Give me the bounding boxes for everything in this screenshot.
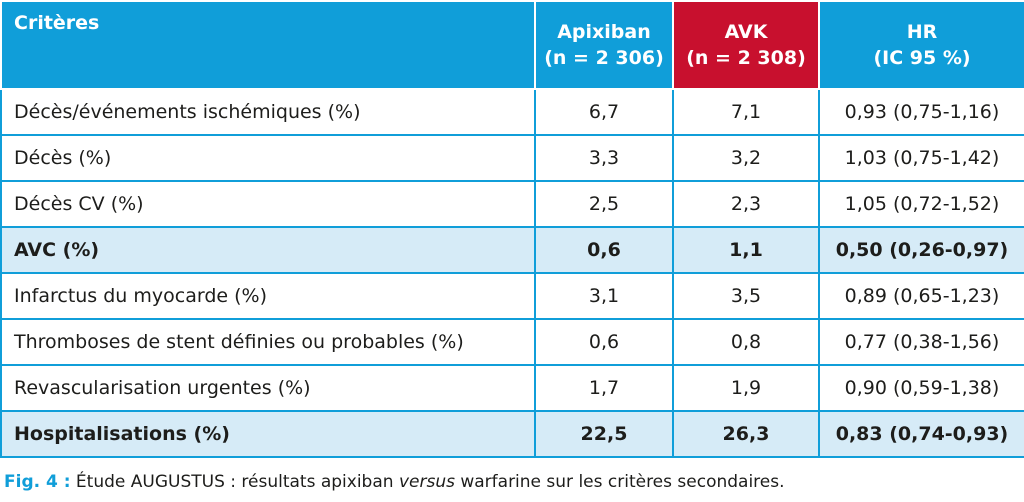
- header-criteria: Critères: [0, 0, 536, 90]
- table-row: Infarctus du myocarde (%) 3,1 3,5 0,89 (0,6…: [0, 272, 1024, 320]
- header-hr: HR (IC 95 %): [818, 0, 1024, 90]
- table-header: Critères Apixiban (n = 2 306) AVK (n = 2…: [0, 0, 1024, 90]
- row-criterion: Décès/événements ischémiques (%): [0, 88, 536, 136]
- figure-caption: Fig. 4 : Étude AUGUSTUS : résultats apix…: [4, 470, 785, 494]
- results-table-container: Critères Apixiban (n = 2 306) AVK (n = 2…: [0, 0, 1024, 458]
- header-apixiban-count: (n = 2 306): [544, 47, 664, 69]
- table-row: Thromboses de stent définies ou probable…: [0, 318, 1024, 366]
- caption-text-after: warfarine sur les critères secondaires.: [454, 472, 785, 492]
- table-body: Décès/événements ischémiques (%) 6,7 7,1 0,…: [0, 88, 1024, 458]
- row-hr-value: 0,89 (0,65-1,23): [818, 272, 1024, 320]
- row-apixiban-value: 2,5: [534, 180, 674, 228]
- row-apixiban-value: 3,3: [534, 134, 674, 182]
- row-apixiban-value: 6,7: [534, 88, 674, 136]
- row-avk-value: 7,1: [672, 88, 820, 136]
- row-hr-value: 1,05 (0,72-1,52): [818, 180, 1024, 228]
- caption-italic: versus: [398, 472, 455, 492]
- header-avk-name: AVK: [724, 21, 768, 43]
- header-apixiban: Apixiban (n = 2 306): [534, 0, 674, 90]
- row-apixiban-value: 0,6: [534, 226, 674, 274]
- row-avk-value: 1,9: [672, 364, 820, 412]
- table-row: Décès CV (%) 2,5 2,3 1,05 (0,72-1,52): [0, 180, 1024, 228]
- row-criterion: Revascularisation urgentes (%): [0, 364, 536, 412]
- row-hr-value: 0,90 (0,59-1,38): [818, 364, 1024, 412]
- row-hr-value: 0,50 (0,26-0,97): [818, 226, 1024, 274]
- row-apixiban-value: 1,7: [534, 364, 674, 412]
- table-row: Revascularisation urgentes (%) 1,7 1,9 0,90…: [0, 364, 1024, 412]
- row-criterion: Infarctus du myocarde (%): [0, 272, 536, 320]
- row-avk-value: 2,3: [672, 180, 820, 228]
- row-apixiban-value: 3,1: [534, 272, 674, 320]
- results-table: Critères Apixiban (n = 2 306) AVK (n = 2…: [0, 0, 1024, 458]
- row-criterion: Hospitalisations (%): [0, 410, 536, 458]
- row-hr-value: 0,77 (0,38-1,56): [818, 318, 1024, 366]
- table-row: Décès/événements ischémiques (%) 6,7 7,1 0,…: [0, 88, 1024, 136]
- header-avk-count: (n = 2 308): [686, 47, 806, 69]
- row-hr-value: 0,83 (0,74-0,93): [818, 410, 1024, 458]
- header-criteria-label: Critères: [14, 12, 100, 34]
- header-avk: AVK (n = 2 308): [672, 0, 820, 90]
- table-row: Hospitalisations (%) 22,5 26,3 0,83 (0,74-0…: [0, 410, 1024, 458]
- row-avk-value: 1,1: [672, 226, 820, 274]
- header-apixiban-name: Apixiban: [557, 21, 651, 43]
- row-avk-value: 3,5: [672, 272, 820, 320]
- row-criterion: Thromboses de stent définies ou probable…: [0, 318, 536, 366]
- row-avk-value: 3,2: [672, 134, 820, 182]
- row-avk-value: 0,8: [672, 318, 820, 366]
- figure-label: Fig. 4 :: [4, 472, 71, 492]
- header-row: Critères Apixiban (n = 2 306) AVK (n = 2…: [0, 0, 1024, 90]
- row-criterion: Décès CV (%): [0, 180, 536, 228]
- caption-text-before: Étude AUGUSTUS : résultats apixiban: [70, 472, 399, 492]
- row-criterion: AVC (%): [0, 226, 536, 274]
- row-hr-value: 1,03 (0,75-1,42): [818, 134, 1024, 182]
- header-hr-name: HR: [906, 21, 938, 43]
- header-hr-ci: (IC 95 %): [873, 47, 971, 69]
- row-apixiban-value: 22,5: [534, 410, 674, 458]
- table-row: AVC (%) 0,6 1,1 0,50 (0,26-0,97): [0, 226, 1024, 274]
- row-criterion: Décès (%): [0, 134, 536, 182]
- row-hr-value: 0,93 (0,75-1,16): [818, 88, 1024, 136]
- table-row: Décès (%) 3,3 3,2 1,03 (0,75-1,42): [0, 134, 1024, 182]
- row-apixiban-value: 0,6: [534, 318, 674, 366]
- row-avk-value: 26,3: [672, 410, 820, 458]
